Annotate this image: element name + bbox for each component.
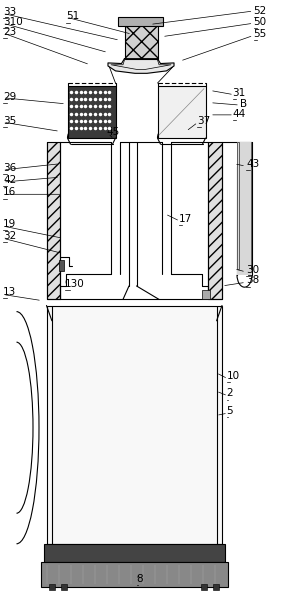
Bar: [46, 142, 60, 299]
Text: 36: 36: [3, 163, 16, 173]
Text: 35: 35: [3, 116, 16, 126]
Text: 43: 43: [246, 159, 259, 169]
Text: 51: 51: [66, 12, 79, 21]
Bar: [158, 86, 206, 138]
Text: 23: 23: [3, 27, 16, 37]
Bar: [40, 562, 228, 587]
Bar: [58, 260, 64, 271]
Bar: [237, 142, 238, 269]
Bar: [46, 306, 222, 544]
Polygon shape: [108, 59, 174, 73]
Bar: [213, 584, 219, 590]
Text: 52: 52: [254, 6, 267, 16]
Bar: [61, 584, 68, 590]
Bar: [124, 18, 158, 59]
Text: 45: 45: [106, 127, 120, 137]
Bar: [202, 290, 210, 299]
Text: 16: 16: [3, 188, 16, 197]
Bar: [44, 544, 225, 562]
Text: B: B: [240, 99, 247, 109]
Bar: [201, 584, 207, 590]
Text: 50: 50: [254, 17, 267, 27]
Text: 310: 310: [3, 17, 23, 27]
Text: 13: 13: [3, 287, 16, 297]
Text: 19: 19: [3, 219, 16, 229]
Text: 32: 32: [3, 231, 16, 241]
Text: 31: 31: [232, 88, 246, 98]
Text: 2: 2: [226, 389, 233, 398]
Text: 38: 38: [246, 276, 259, 285]
Bar: [237, 142, 252, 275]
Bar: [118, 17, 164, 26]
Bar: [50, 584, 56, 590]
Text: 30: 30: [246, 265, 259, 275]
Text: 17: 17: [178, 214, 192, 224]
Text: 130: 130: [64, 279, 84, 288]
Bar: [250, 142, 252, 269]
Bar: [68, 86, 116, 138]
Text: 29: 29: [3, 92, 16, 101]
Text: 37: 37: [197, 116, 211, 126]
Text: 33: 33: [3, 7, 16, 17]
Text: 10: 10: [226, 371, 240, 381]
Text: 8: 8: [136, 574, 143, 584]
Bar: [208, 142, 222, 299]
Text: 55: 55: [254, 29, 267, 38]
Text: 42: 42: [3, 175, 16, 185]
Text: 44: 44: [232, 109, 246, 119]
Text: 5: 5: [226, 406, 233, 415]
